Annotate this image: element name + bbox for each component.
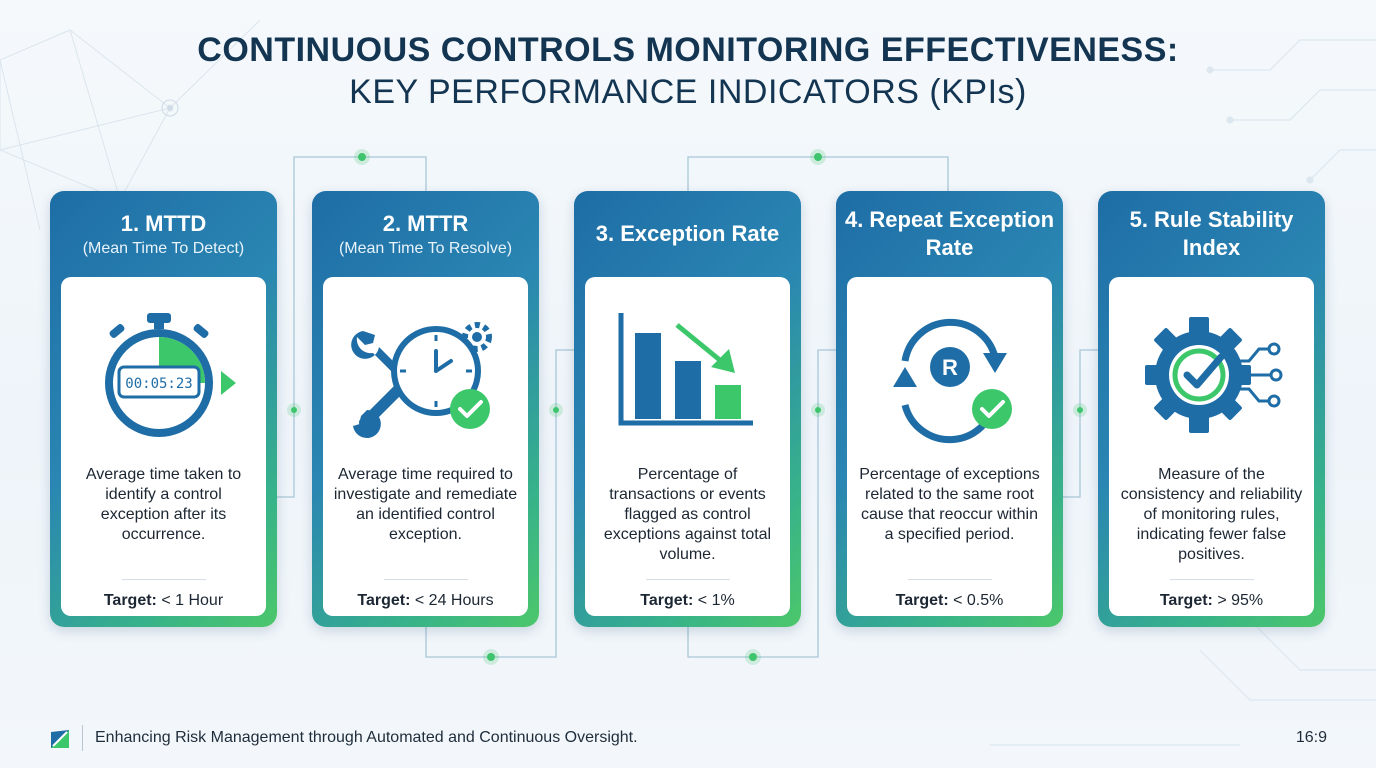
- target-label: Target:: [1159, 592, 1213, 609]
- repeat-cycle-check-icon: R: [893, 318, 1012, 444]
- target-label: Target:: [640, 592, 694, 609]
- target-value: < 1 Hour: [161, 592, 224, 609]
- card-divider: [1170, 579, 1254, 580]
- target-value: < 0.5%: [953, 592, 1004, 609]
- title-line-2: KEY PERFORMANCE INDICATORS (KPIs): [349, 73, 1027, 111]
- card-body: Average time required to investigate and…: [323, 277, 528, 616]
- card-description: Percentage of transactions or events fla…: [603, 466, 772, 563]
- target-value: < 1%: [697, 592, 735, 609]
- repeat-letter: R: [942, 355, 958, 380]
- kpi-card-mttd: 1. MTTD (Mean Time To Detect) 00:05:23 A…: [50, 191, 277, 627]
- card-divider: [384, 579, 468, 580]
- footer: Enhancing Risk Management through Automa…: [0, 718, 1376, 758]
- card-body: R Percentage of exceptions related to th…: [847, 277, 1052, 616]
- card-header: 2. MTTR (Mean Time To Resolve): [312, 191, 539, 277]
- stopwatch-display: 00:05:23: [125, 376, 192, 392]
- target-value: > 95%: [1217, 592, 1264, 609]
- card-header: 5. Rule Stability Index: [1098, 191, 1325, 277]
- target-label: Target:: [357, 592, 411, 609]
- card-title: 5. Rule Stability Index: [1129, 207, 1294, 260]
- card-target: Target: < 1%: [585, 591, 790, 611]
- card-title: 1. MTTD: [120, 210, 207, 236]
- card-body: Percentage of transactions or events fla…: [585, 277, 790, 616]
- network-lines: [0, 19, 261, 231]
- declining-bar-chart-icon: [618, 313, 753, 426]
- circuit-traces-right: [990, 39, 1376, 746]
- card-divider: [908, 579, 992, 580]
- brand-logo-icon: [51, 730, 69, 748]
- card-header: 3. Exception Rate: [574, 191, 801, 277]
- card-body: 00:05:23 Average time taken to identify …: [61, 277, 266, 616]
- kpi-card-mttr: 2. MTTR (Mean Time To Resolve): [312, 191, 539, 627]
- card-description: Measure of the consistency and reliabili…: [1120, 466, 1303, 563]
- target-label: Target:: [895, 592, 949, 609]
- footer-separator: [82, 725, 83, 751]
- target-value: < 24 Hours: [414, 592, 494, 609]
- card-connectors: [277, 156, 1098, 658]
- card-divider: [646, 579, 730, 580]
- card-target: Target: < 24 Hours: [323, 591, 528, 611]
- card-description: Percentage of exceptions related to the …: [859, 466, 1040, 543]
- footer-tagline: Enhancing Risk Management through Automa…: [95, 729, 638, 746]
- card-description: Average time taken to identify a control…: [85, 466, 242, 543]
- card-header: 1. MTTD (Mean Time To Detect): [50, 191, 277, 277]
- card-title: 4. Repeat Exception Rate: [844, 207, 1055, 260]
- target-label: Target:: [103, 592, 157, 609]
- wrench-clock-check-icon: [351, 322, 492, 438]
- card-title: 2. MTTR: [382, 210, 469, 236]
- card-target: Target: < 0.5%: [847, 591, 1052, 611]
- stopwatch-icon: 00:05:23: [105, 313, 236, 437]
- title-line-1: CONTINUOUS CONTROLS MONITORING EFFECTIVE…: [197, 31, 1179, 69]
- card-target: Target: < 1 Hour: [61, 591, 266, 611]
- card-header: 4. Repeat Exception Rate: [836, 191, 1063, 277]
- page-title: CONTINUOUS CONTROLS MONITORING EFFECTIVE…: [0, 30, 1376, 114]
- card-description: Average time required to investigate and…: [333, 466, 518, 543]
- card-body: Measure of the consistency and reliabili…: [1109, 277, 1314, 616]
- card-title: 3. Exception Rate: [595, 221, 780, 246]
- card-divider: [122, 579, 206, 580]
- kpi-card-repeat-exception-rate: 4. Repeat Exception Rate R Percentage of…: [836, 191, 1063, 627]
- aspect-ratio-label: 16:9: [1295, 729, 1327, 746]
- card-subtitle: (Mean Time To Resolve): [338, 239, 513, 257]
- kpi-card-exception-rate: 3. Exception Rate Percentage of transact…: [574, 191, 801, 627]
- card-target: Target: > 95%: [1109, 591, 1314, 611]
- kpi-card-rule-stability-index: 5. Rule Stability Index: [1098, 191, 1325, 627]
- gear-check-circuit-icon: [1145, 317, 1283, 433]
- card-subtitle: (Mean Time To Detect): [82, 239, 245, 257]
- connector-nodes: [287, 149, 1087, 665]
